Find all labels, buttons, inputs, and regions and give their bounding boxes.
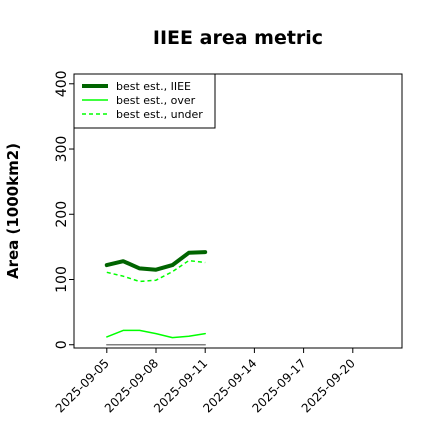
legend-label: best est., IIEE: [116, 80, 191, 93]
y-axis-label: Area (1000km2): [4, 143, 22, 279]
chart-title: IIEE area metric: [153, 27, 323, 49]
series-line-0: [104, 250, 208, 272]
legend-label: best est., under: [116, 108, 203, 121]
x-axis: 2025-09-052025-09-082025-09-112025-09-14…: [53, 348, 358, 415]
series-lines: [104, 250, 208, 346]
y-axis: 0 100 200 300 400: [54, 70, 74, 349]
legend-label: best est., over: [116, 94, 196, 107]
series-line-1: [106, 329, 206, 339]
y-tick-label: 0: [54, 340, 70, 349]
y-tick-label: 400: [54, 70, 70, 97]
y-tick-label: 100: [54, 266, 70, 293]
series-line-2: [106, 259, 206, 283]
plot-area: [73, 73, 403, 349]
y-tick-label: 200: [54, 201, 70, 228]
legend-box: [73, 73, 216, 129]
y-tick-label: 300: [54, 136, 70, 163]
